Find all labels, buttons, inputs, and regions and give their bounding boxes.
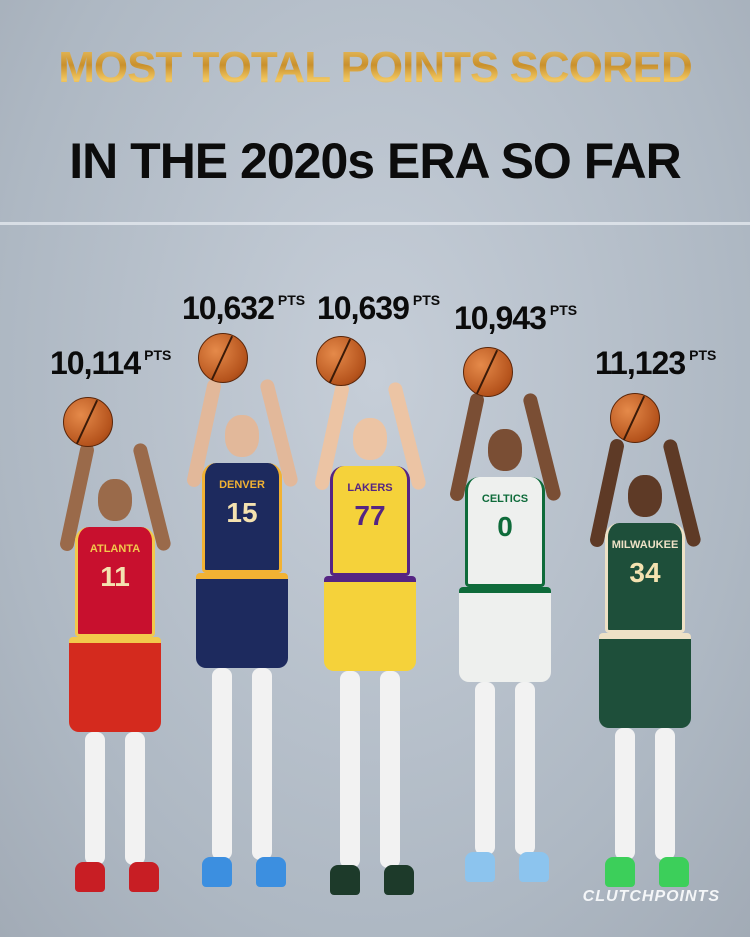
- jersey-number: 11: [100, 561, 130, 592]
- basketball-icon: [316, 336, 366, 386]
- right-leg: [515, 682, 535, 855]
- head: [628, 475, 662, 517]
- right-shoe: [256, 857, 286, 887]
- jersey-number: 34: [629, 557, 661, 588]
- head: [353, 418, 387, 460]
- shorts: [459, 587, 551, 682]
- jersey-number: 0: [497, 511, 513, 542]
- basketball-icon: [610, 393, 660, 443]
- shorts: [324, 576, 416, 671]
- right-leg: [655, 728, 675, 860]
- jersey-number: 77: [354, 500, 386, 531]
- points-unit: PTS: [144, 347, 172, 363]
- jersey: MILWAUKEE 34: [605, 523, 685, 633]
- right-shoe: [384, 865, 414, 895]
- right-leg: [380, 671, 400, 868]
- points-unit: PTS: [689, 347, 717, 363]
- points-label: 10,639 PTS: [317, 290, 440, 327]
- jersey-team: ATLANTA: [89, 543, 141, 555]
- jersey: ATLANTA 11: [75, 527, 155, 637]
- left-shoe: [465, 852, 495, 882]
- points-label: 10,114 PTS: [50, 345, 171, 382]
- jersey-team: LAKERS: [347, 482, 393, 494]
- points-unit: PTS: [549, 302, 578, 318]
- left-leg: [212, 668, 232, 860]
- points-value: 11,123: [595, 345, 686, 381]
- points-value: 10,632: [182, 290, 275, 326]
- clutchpoints-logo: CLUTCHPOINTS: [582, 888, 720, 905]
- right-shoe: [659, 857, 689, 887]
- jersey-team: DENVER: [219, 479, 265, 491]
- basketball-icon: [198, 333, 248, 383]
- left-shoe: [605, 857, 635, 887]
- head: [225, 415, 259, 457]
- jersey: CELTICS 0: [465, 477, 545, 587]
- left-shoe: [75, 862, 105, 892]
- shorts: [196, 573, 288, 668]
- head: [98, 479, 132, 521]
- shorts: [599, 633, 691, 728]
- points-unit: PTS: [412, 292, 441, 308]
- right-leg: [252, 668, 272, 860]
- jersey: DENVER 15: [202, 463, 282, 573]
- jersey-number: 15: [226, 497, 258, 528]
- right-shoe: [519, 852, 549, 882]
- left-leg: [85, 732, 105, 865]
- jersey-team: MILWAUKEE: [611, 539, 679, 551]
- left-leg: [615, 728, 635, 860]
- title-line-2: IN THE 2020s ERA SO FAR: [69, 133, 681, 189]
- paper-tear-divider: [0, 222, 750, 225]
- right-shoe: [129, 862, 159, 892]
- right-leg: [125, 732, 145, 865]
- points-label: 11,123 PTS: [595, 345, 716, 382]
- left-shoe: [330, 865, 360, 895]
- jersey-team: CELTICS: [481, 493, 529, 505]
- title-line-1: MOST TOTAL POINTS SCORED: [0, 38, 750, 98]
- left-leg: [475, 682, 495, 855]
- basketball-icon: [63, 397, 113, 447]
- jersey: LAKERS 77: [330, 466, 410, 576]
- points-value: 10,943: [454, 300, 547, 336]
- points-value: 10,114: [50, 345, 141, 381]
- basketball-icon: [463, 347, 513, 397]
- points-label: 10,943 PTS: [454, 300, 577, 337]
- head: [488, 429, 522, 471]
- points-value: 10,639: [317, 290, 410, 326]
- left-leg: [340, 671, 360, 868]
- points-unit: PTS: [277, 292, 306, 308]
- shorts: [69, 637, 161, 732]
- left-shoe: [202, 857, 232, 887]
- points-label: 10,632 PTS: [182, 290, 305, 327]
